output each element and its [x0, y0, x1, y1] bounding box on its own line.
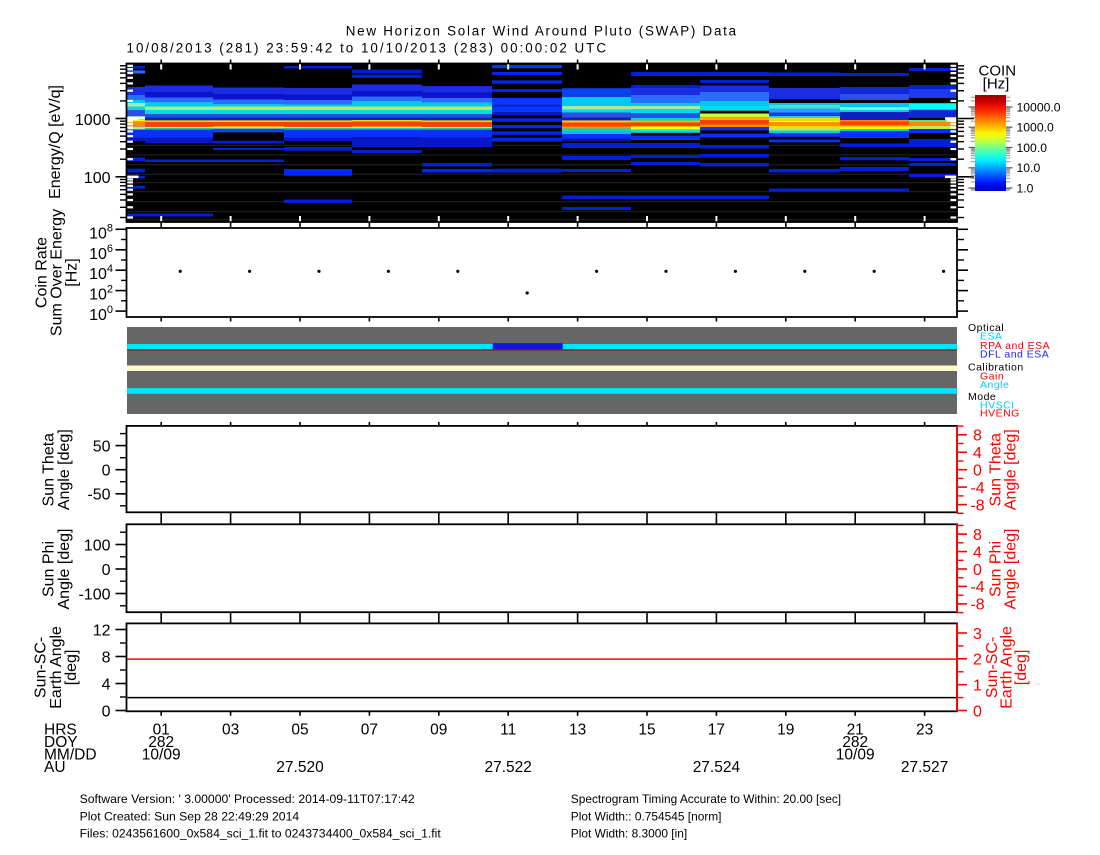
svg-text:27.520: 27.520 — [276, 759, 324, 776]
svg-text:Plot Width:: 0.754545 [norm]: Plot Width:: 0.754545 [norm] — [571, 809, 722, 823]
svg-text:1000: 1000 — [75, 112, 111, 129]
svg-text:1: 1 — [973, 678, 982, 695]
svg-text:Coin Rate: Coin Rate — [34, 237, 51, 308]
svg-text:-8: -8 — [970, 597, 984, 614]
svg-text:AU: AU — [44, 759, 66, 776]
svg-text:Mode: Mode — [968, 391, 996, 403]
svg-text:-100: -100 — [78, 586, 110, 603]
svg-text:1.0: 1.0 — [1017, 181, 1034, 195]
svg-text:RPA and ESA: RPA and ESA — [980, 340, 1050, 352]
svg-text:Gain: Gain — [980, 371, 1004, 383]
svg-text:4: 4 — [973, 445, 982, 462]
svg-text:19: 19 — [777, 722, 794, 739]
svg-text:10000.0: 10000.0 — [1017, 100, 1061, 114]
svg-text:15: 15 — [638, 722, 655, 739]
svg-text:17: 17 — [708, 722, 725, 739]
svg-text:Angle [deg]: Angle [deg] — [1003, 529, 1020, 610]
svg-text:New Horizon Solar Wind Around: New Horizon Solar Wind Around Pluto (SWA… — [346, 23, 738, 38]
svg-text:Sun-SC-: Sun-SC- — [33, 637, 50, 698]
svg-text:11: 11 — [500, 722, 516, 739]
svg-text:3: 3 — [973, 626, 982, 643]
svg-text:-4: -4 — [970, 480, 984, 497]
svg-text:[Hz]: [Hz] — [64, 258, 81, 286]
svg-text:4: 4 — [973, 544, 982, 561]
svg-text:8: 8 — [973, 527, 982, 544]
svg-text:[deg]: [deg] — [63, 650, 80, 686]
svg-text:Angle [deg]: Angle [deg] — [56, 429, 73, 510]
svg-text:[deg]: [deg] — [1013, 650, 1030, 686]
svg-text:Sun Theta: Sun Theta — [41, 433, 58, 507]
svg-text:13: 13 — [569, 722, 586, 739]
svg-text:4: 4 — [102, 676, 111, 693]
svg-text:10/09: 10/09 — [836, 747, 875, 764]
svg-text:50: 50 — [93, 438, 111, 455]
svg-text:Energy/Q [eV/q]: Energy/Q [eV/q] — [47, 85, 64, 199]
svg-text:Sun Phi: Sun Phi — [988, 541, 1005, 597]
svg-text:[Hz]: [Hz] — [983, 76, 1010, 93]
svg-text:-50: -50 — [87, 487, 110, 504]
svg-text:HVSCI: HVSCI — [980, 400, 1015, 412]
svg-text:Optical: Optical — [968, 322, 1004, 334]
svg-text:Angle [deg]: Angle [deg] — [1003, 429, 1020, 510]
svg-text:0: 0 — [973, 463, 982, 480]
svg-text:Plot Created: Sun Sep 28 22:49: Plot Created: Sun Sep 28 22:49:29 2014 — [80, 809, 300, 823]
svg-text:DFL and ESA: DFL and ESA — [980, 349, 1049, 361]
svg-text:Sun Theta: Sun Theta — [988, 433, 1005, 507]
svg-text:HVENG: HVENG — [980, 408, 1020, 420]
svg-text:COIN: COIN — [979, 63, 1017, 80]
svg-text:Spectrogram Timing Accurate to: Spectrogram Timing Accurate to Within: 2… — [571, 792, 841, 806]
svg-text:8: 8 — [102, 649, 111, 666]
svg-text:Calibration: Calibration — [968, 362, 1024, 374]
svg-text:282: 282 — [148, 734, 174, 751]
svg-text:MM/DD: MM/DD — [44, 747, 97, 764]
svg-text:05: 05 — [291, 722, 308, 739]
svg-text:21: 21 — [847, 722, 864, 739]
svg-text:100: 100 — [84, 170, 111, 187]
svg-text:Angle [deg]: Angle [deg] — [56, 529, 73, 610]
svg-text:27.522: 27.522 — [484, 759, 531, 776]
svg-text:Files: 0243561600_0x584_sci_1.: Files: 0243561600_0x584_sci_1.fit to 024… — [80, 827, 442, 841]
svg-text:09: 09 — [430, 722, 447, 739]
svg-text:10/09: 10/09 — [142, 747, 181, 764]
svg-text:100.0: 100.0 — [1017, 141, 1048, 155]
svg-text:100: 100 — [84, 537, 111, 554]
svg-text:2: 2 — [973, 652, 982, 669]
svg-text:Plot Width: 8.3000 [in]: Plot Width: 8.3000 [in] — [571, 827, 687, 841]
svg-text:12: 12 — [93, 622, 111, 639]
svg-text:10.0: 10.0 — [1017, 161, 1041, 175]
svg-text:-8: -8 — [970, 497, 984, 514]
svg-text:ESA: ESA — [980, 331, 1003, 343]
svg-text:27.527: 27.527 — [901, 759, 948, 776]
svg-text:Software Version: ' 3.00000': Software Version: ' 3.00000' Processed: … — [80, 792, 415, 806]
svg-text:0: 0 — [973, 562, 982, 579]
svg-text:03: 03 — [222, 722, 239, 739]
svg-text:282: 282 — [842, 734, 868, 751]
svg-text:10/08/2013 (281) 23:59:42 to 1: 10/08/2013 (281) 23:59:42 to 10/10/2013 … — [127, 40, 609, 55]
svg-text:0: 0 — [102, 703, 111, 720]
svg-text:Earth Angle: Earth Angle — [999, 626, 1016, 709]
svg-text:27.524: 27.524 — [693, 759, 741, 776]
svg-text:Sun-SC-: Sun-SC- — [984, 637, 1001, 698]
svg-text:Sun Phi: Sun Phi — [41, 541, 58, 597]
svg-text:23: 23 — [916, 722, 933, 739]
svg-text:Earth Angle: Earth Angle — [48, 626, 65, 709]
svg-text:01: 01 — [153, 722, 170, 739]
svg-text:Sum Over Energy: Sum Over Energy — [49, 209, 66, 336]
svg-text:1000.0: 1000.0 — [1017, 121, 1054, 135]
svg-text:07: 07 — [361, 722, 378, 739]
svg-text:DOY: DOY — [44, 734, 78, 751]
svg-text:0: 0 — [102, 562, 111, 579]
svg-text:-4: -4 — [970, 579, 984, 596]
svg-text:8: 8 — [973, 428, 982, 445]
svg-text:0: 0 — [102, 463, 111, 480]
svg-text:0: 0 — [973, 703, 982, 720]
svg-text:HRS: HRS — [44, 722, 77, 739]
svg-text:Angle: Angle — [980, 379, 1009, 391]
